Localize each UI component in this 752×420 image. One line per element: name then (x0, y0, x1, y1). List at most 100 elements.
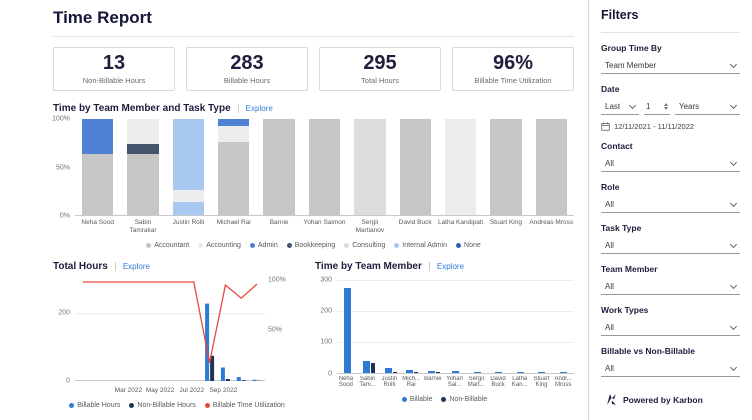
billable-bar[interactable] (427, 370, 435, 373)
total-hours-explore-link[interactable]: Explore (122, 261, 150, 271)
legend-item-accounting[interactable]: Accounting (198, 242, 241, 249)
stacked-bar-latha-kandipati[interactable] (438, 119, 483, 215)
billable-bar[interactable] (452, 371, 459, 373)
stacked-explore-link[interactable]: Explore (245, 104, 273, 113)
billable-bar[interactable] (495, 371, 503, 373)
bar-segment-accountant[interactable] (308, 119, 341, 215)
member-bar-group-stuart-king[interactable] (531, 280, 553, 373)
bar-segment-accounting[interactable] (172, 190, 205, 202)
bar-segment-accounting[interactable] (127, 119, 159, 144)
legend-item-non-billable[interactable]: Non-Billable (441, 396, 487, 403)
stacked-bar-sergii-martianov[interactable] (347, 119, 392, 215)
bar-segment-accountant[interactable] (82, 153, 114, 215)
legend-item-none[interactable]: None (456, 242, 481, 249)
by-member-title: Time by Team Member (315, 260, 422, 272)
role-select[interactable]: All (601, 196, 740, 213)
stacked-bar-andreas-mross[interactable] (529, 119, 574, 215)
billable-bar[interactable] (363, 360, 371, 373)
non-billable-bar[interactable] (371, 363, 376, 373)
legend-label: Admin (257, 241, 278, 249)
task-type-select[interactable]: All (601, 237, 740, 254)
billable-hours-bar[interactable] (236, 376, 241, 381)
non-billable-bar[interactable] (392, 371, 397, 373)
non-billable-bar[interactable] (414, 371, 419, 373)
billable-bar[interactable] (406, 370, 414, 373)
by-member-explore-link[interactable]: Explore (436, 261, 465, 271)
member-bar-group-mich-rai[interactable] (402, 280, 424, 373)
bar-segment-bookkeeping[interactable] (127, 143, 159, 154)
billable-bar[interactable] (516, 371, 524, 373)
legend-item-internal-admin[interactable]: Internal Admin (394, 242, 447, 249)
stacked-bar-neha-sood[interactable] (75, 119, 120, 215)
billable-select[interactable]: All (601, 360, 740, 377)
group-time-by-select[interactable]: Team Member (601, 57, 740, 74)
date-unit-select[interactable]: Years (675, 98, 740, 115)
legend-item-non-billable-hours[interactable]: Non-Billable Hours (129, 402, 196, 409)
non-billable-hours-bar[interactable] (225, 378, 230, 381)
legend-item-bookkeeping[interactable]: Bookkeeping (286, 242, 335, 249)
stacked-bar-justin-rolli[interactable] (166, 119, 211, 215)
non-billable-hours-bar[interactable] (241, 379, 246, 381)
billable-bar[interactable] (344, 288, 352, 373)
member-bar-group-david-buck[interactable] (488, 280, 510, 373)
bar-segment-accountant[interactable] (399, 119, 431, 215)
bar-segment-accountant[interactable] (218, 142, 250, 215)
bar-segment-admin[interactable] (82, 119, 114, 154)
non-billable-bar[interactable] (435, 371, 440, 373)
non-billable-hours-bar[interactable] (210, 355, 215, 381)
bar-segment-admin[interactable] (218, 119, 250, 126)
team-member-select[interactable]: All (601, 278, 740, 295)
stacked-bar-sabin-tamrakar[interactable] (120, 119, 165, 215)
legend-label: Accounting (206, 241, 241, 249)
billable-hours-bar[interactable] (220, 367, 225, 381)
x-axis-label: Latha Kan... (511, 375, 528, 389)
legend-item-billable-time-utilization[interactable]: Billable Time Utilization (204, 402, 285, 409)
member-bar-group-yohan-sai[interactable] (445, 280, 467, 373)
total-hours-chart[interactable]: 200 0 100% 50% (53, 276, 301, 386)
legend-item-billable[interactable]: Billable (401, 396, 432, 403)
date-mode-select[interactable]: Last (601, 98, 639, 115)
member-bar-group-barnie[interactable] (423, 280, 445, 373)
legend-item-consulting[interactable]: Consulting (344, 242, 385, 249)
stepper-down-icon[interactable] (664, 106, 668, 110)
billable-hours-bar[interactable] (205, 303, 210, 381)
stacked-bar-barnie[interactable] (256, 119, 301, 215)
legend-item-admin[interactable]: Admin (249, 241, 278, 249)
bar-segment-accounting[interactable] (444, 119, 477, 215)
stacked-bar-chart[interactable]: 100% 50% 0% (52, 116, 574, 220)
legend-item-billable-hours[interactable]: Billable Hours (69, 402, 120, 409)
billable-hours-bar[interactable] (252, 379, 257, 381)
member-bar-group-justin-rolli[interactable] (380, 280, 402, 373)
member-bar-group-neha-sood[interactable] (337, 280, 359, 373)
stacked-bar-michael-rai[interactable] (211, 119, 256, 215)
billable-bar[interactable] (538, 371, 546, 373)
stacked-bar-david-buck[interactable] (393, 119, 438, 215)
bar-segment-accountant[interactable] (490, 119, 522, 215)
member-bar-group-sabin-tam[interactable] (359, 280, 381, 373)
billable-bar[interactable] (473, 371, 481, 373)
bar-segment-consulting[interactable] (354, 119, 386, 215)
by-member-chart[interactable]: 300 200 100 0 (315, 276, 574, 377)
member-bar-group-andr-mross[interactable] (552, 280, 574, 373)
bar-segment-accountant[interactable] (535, 119, 567, 215)
number-stepper[interactable] (664, 102, 668, 110)
stepper-up-icon[interactable] (664, 102, 668, 106)
bar-segment-accounting[interactable] (218, 125, 250, 143)
billable-bar[interactable] (559, 371, 567, 373)
bar-segment-accountant[interactable] (263, 119, 295, 215)
stacked-bar-yohan-saimon[interactable] (302, 119, 347, 215)
date-count-input[interactable] (646, 101, 658, 111)
contact-select[interactable]: All (601, 155, 740, 172)
work-types-select[interactable]: All (601, 319, 740, 336)
member-bar-group-sergii-mart[interactable] (466, 280, 488, 373)
member-bar-group-latha-kan[interactable] (509, 280, 531, 373)
bar-segment-accountant[interactable] (127, 153, 159, 215)
billable-bar[interactable] (384, 368, 392, 373)
chevron-down-icon (729, 281, 738, 289)
billable-time-utilization-line[interactable] (82, 280, 258, 363)
bar-segment-internal-admin[interactable] (172, 201, 205, 215)
stacked-bar-stuart-king[interactable] (483, 119, 528, 215)
legend-item-accountant[interactable]: Accountant (146, 242, 189, 249)
karbon-logo-icon (607, 394, 616, 405)
bar-segment-internal-admin[interactable] (172, 119, 205, 191)
